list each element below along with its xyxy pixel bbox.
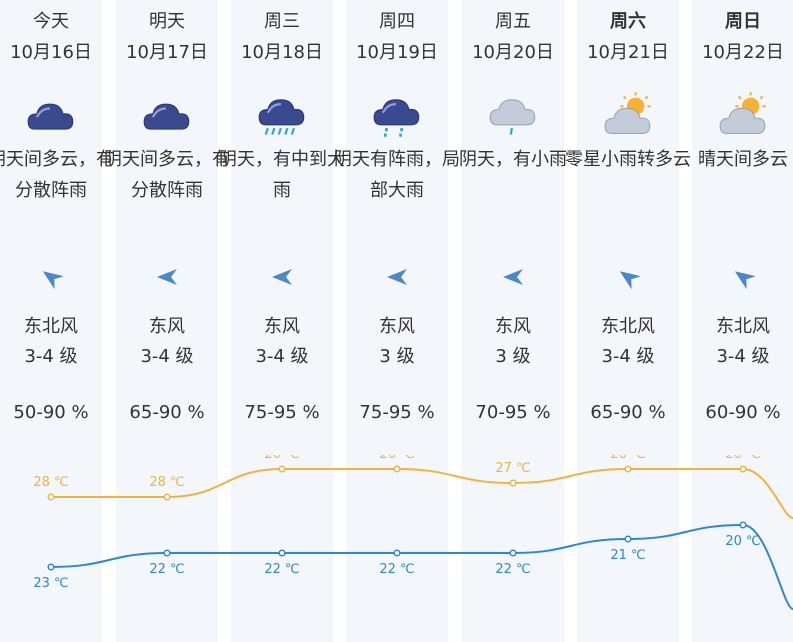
day-column: 周四 10月19日阴天有阵雨，局部大雨东风 3 级 75-95 %: [334, 0, 460, 642]
humidity: 75-95 %: [244, 402, 320, 423]
day-column: 周六 10月21日零星小雨转多云 东北风 3-4 级 65-90 %: [565, 0, 691, 642]
northeast-arrow-icon: [616, 265, 641, 290]
east-arrow-icon: [270, 265, 294, 289]
light-rain-icon: [488, 92, 538, 138]
day-column: 明天 10月17日阴天间多云，有分散阵雨东风 3-4 级 65-90 %: [104, 0, 230, 642]
humidity: 75-95 %: [359, 402, 435, 423]
northeast-arrow-icon: [39, 265, 64, 290]
day-date: 10月16日: [10, 42, 92, 63]
day-name: 周五: [495, 11, 531, 32]
wind-direction: 东风: [264, 316, 300, 337]
temp-low-point: [509, 549, 517, 557]
day-date: 10月21日: [587, 42, 669, 63]
cloudy-icon: [142, 92, 192, 138]
day-name: 今天: [33, 11, 69, 32]
day-column: 今天 10月16日阴天间多云，有分散阵雨东北风 3-4 级 50-90 %: [0, 0, 114, 642]
temp-high-point: [47, 493, 55, 501]
temp-low-label: 21 ℃: [610, 548, 645, 563]
day-name: 周日: [725, 11, 761, 32]
wind-direction: 东北风: [24, 316, 78, 337]
day-date: 10月17日: [126, 42, 208, 63]
weather-description: 阴天间多云，有分散阵雨: [0, 149, 114, 201]
humidity: 65-90 %: [590, 402, 666, 423]
weather-description: 阴天，有小雨: [459, 149, 567, 170]
temp-high-label: 28 ℃: [149, 475, 184, 490]
wind-direction: 东风: [495, 316, 531, 337]
temp-low-point: [163, 549, 171, 557]
temp-high-point: [624, 465, 632, 473]
weather-description: 晴天间多云: [698, 149, 788, 170]
wind-level: 3-4 级: [140, 346, 194, 367]
wind-level: 3 级: [379, 346, 415, 367]
sun-cloud-icon: [603, 92, 653, 138]
temp-low-label: 22 ℃: [149, 562, 184, 577]
temperature-chart: 28 ℃ 28 ℃ 26 ℃ 26 ℃ 27 ℃ 26 ℃ 26 ℃ 23 ℃ 22 ℃ 22 ℃…: [33, 455, 793, 610]
wind-level: 3 级: [495, 346, 531, 367]
temp-high-label: 26 ℃: [725, 455, 760, 462]
day-column: 周五 10月20日 阴天，有小雨 东风 3 级 70-95 %: [459, 0, 567, 642]
day-column: 周三 10月18日阴天，有中到大雨东风 3-4 级 75-95 %: [219, 0, 345, 642]
temp-high-label: 27 ℃: [495, 461, 530, 476]
humidity: 50-90 %: [13, 402, 89, 423]
temp-low-point: [739, 521, 747, 529]
temp-low-label: 23 ℃: [33, 576, 68, 591]
sun-cloud-icon: [718, 92, 768, 138]
humidity: 70-95 %: [475, 402, 551, 423]
weather-description: 阴天，有中到大雨: [219, 149, 345, 201]
temp-high-line: [51, 467, 793, 519]
wind-level: 3-4 级: [716, 346, 770, 367]
day-date: 10月19日: [356, 42, 438, 63]
wind-level: 3-4 级: [24, 346, 78, 367]
temp-high-label: 28 ℃: [33, 475, 68, 490]
wind-direction: 东北风: [601, 316, 655, 337]
temp-low-label: 22 ℃: [379, 562, 414, 577]
temp-high-point: [278, 465, 286, 473]
day-name: 明天: [149, 11, 185, 32]
temp-high-label: 26 ℃: [264, 455, 299, 462]
temp-high-point: [509, 479, 517, 487]
temp-high-point: [393, 465, 401, 473]
humidity: 60-90 %: [705, 402, 781, 423]
humidity: 65-90 %: [129, 402, 205, 423]
temp-low-label: 22 ℃: [264, 562, 299, 577]
day-date: 10月18日: [241, 42, 323, 63]
east-arrow-icon: [385, 265, 409, 289]
northeast-arrow-icon: [731, 265, 756, 290]
temp-high-label: 26 ℃: [379, 455, 414, 462]
east-arrow-icon: [501, 265, 525, 289]
cloudy-icon: [26, 92, 76, 138]
wind-level: 3-4 级: [601, 346, 655, 367]
temp-low-label: 22 ℃: [495, 562, 530, 577]
day-name: 周三: [264, 11, 300, 32]
wind-direction: 东北风: [716, 316, 770, 337]
temp-high-point: [163, 493, 171, 501]
temp-high-point: [739, 465, 747, 473]
temp-low-line: [50, 523, 793, 610]
day-date: 10月20日: [472, 42, 554, 63]
showers-icon: [372, 92, 422, 138]
day-date: 10月22日: [702, 42, 784, 63]
temp-low-point: [47, 563, 55, 571]
wind-level: 3-4 级: [255, 346, 309, 367]
heavy-rain-icon: [257, 92, 307, 138]
temp-low-point: [624, 535, 632, 543]
wind-direction: 东风: [379, 316, 415, 337]
temp-low-point: [393, 549, 401, 557]
weather-description: 阴天间多云，有分散阵雨: [104, 149, 230, 201]
wind-direction: 东风: [149, 316, 185, 337]
day-name: 周六: [610, 11, 646, 32]
temp-high-label: 26 ℃: [610, 455, 645, 462]
weather-description: 零星小雨转多云: [565, 149, 691, 170]
temp-low-point: [278, 549, 286, 557]
east-arrow-icon: [155, 265, 179, 289]
day-column: 周日 10月22日 晴天间多云东北风 3-4 级 60-90 %: [692, 0, 793, 642]
temp-low-label: 20 ℃: [725, 534, 760, 549]
day-name: 周四: [379, 11, 415, 32]
weather-description: 阴天有阵雨，局部大雨: [334, 149, 460, 201]
